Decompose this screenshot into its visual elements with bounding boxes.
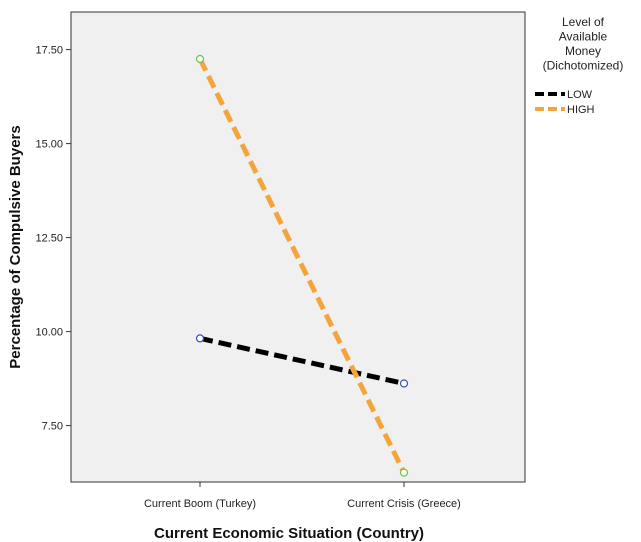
y-axis: 7.50 10.00 12.50 15.00 17.50 xyxy=(35,45,71,433)
legend-label-high: HIGH xyxy=(567,104,595,116)
x-axis-title: Current Economic Situation (Country) xyxy=(154,525,424,542)
x-tick-label: Current Crisis (Greece) xyxy=(347,498,461,510)
series-line-high xyxy=(197,57,407,474)
y-tick-label: 10.00 xyxy=(35,327,63,339)
legend-title-line: Level of xyxy=(562,15,605,29)
legend-title-line: (Dichotomized) xyxy=(543,59,624,73)
data-point-low xyxy=(399,379,409,388)
y-tick-label: 12.50 xyxy=(35,233,63,245)
series-layer xyxy=(195,54,409,477)
data-point-high xyxy=(399,468,409,477)
data-point-low xyxy=(195,334,205,343)
y-axis-title: Percentage of Compulsive Buyers xyxy=(7,125,24,368)
data-point-high xyxy=(195,54,205,64)
legend-title-line: Available xyxy=(559,30,608,44)
x-tick-label: Current Boom (Turkey) xyxy=(144,498,256,510)
plot-area xyxy=(70,11,526,483)
series-line-low xyxy=(199,335,405,386)
y-tick-label: 17.50 xyxy=(35,45,63,57)
legend-label-low: LOW xyxy=(567,89,593,101)
y-tick-label: 7.50 xyxy=(42,421,63,433)
legend-title-line: Money xyxy=(565,44,601,58)
x-axis: Current Boom (Turkey) Current Crisis (Gre… xyxy=(144,482,461,510)
y-tick-label: 15.00 xyxy=(35,139,63,151)
